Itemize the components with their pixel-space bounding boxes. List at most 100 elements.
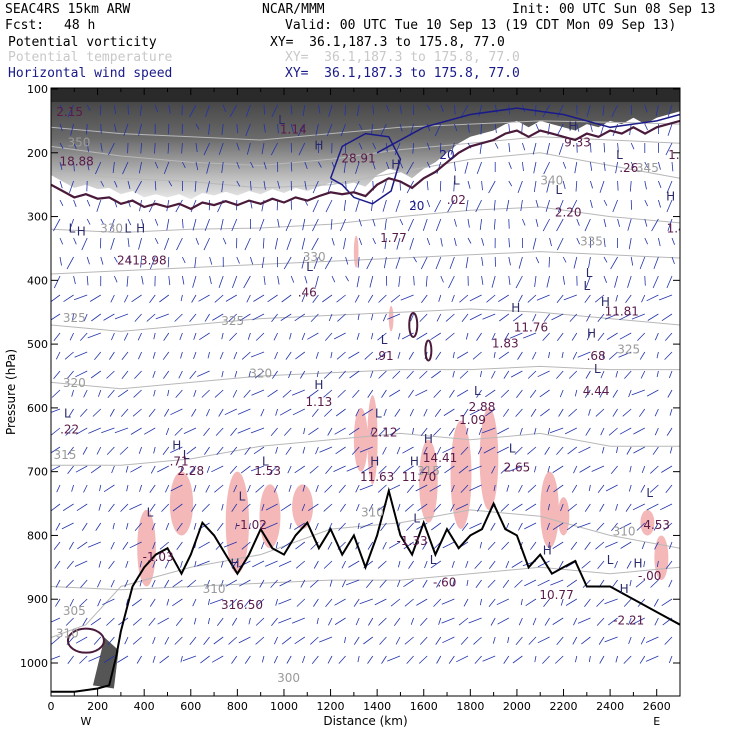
wind-vector [604, 598, 618, 605]
wind-vector [436, 579, 442, 588]
extremum-marker: L [509, 442, 516, 456]
wind-vector [295, 560, 306, 569]
wind-vector [540, 408, 550, 417]
wind-vector [518, 294, 523, 303]
wind-vector [324, 484, 333, 493]
wind-vector [197, 370, 210, 377]
wind-vector [229, 332, 238, 341]
extremum-marker: H [568, 119, 577, 133]
wind-vector [51, 427, 61, 436]
wind-vector [53, 275, 61, 289]
wind-vector [299, 370, 306, 379]
wind-vector [486, 294, 496, 303]
wind-vector [203, 237, 210, 251]
wind-vector [246, 142, 251, 155]
wind-vector [546, 484, 550, 493]
wind-vector [232, 275, 238, 289]
wind-vector [611, 579, 618, 588]
wind-vector [337, 389, 346, 398]
wind-vector [619, 522, 632, 530]
theta-contour-335 [51, 206, 680, 234]
wind-vector [260, 408, 265, 417]
wind-vector [604, 636, 618, 643]
wind-vector [626, 446, 632, 455]
wind-vector [636, 522, 646, 531]
wind-vector [311, 408, 319, 417]
wind-vector [434, 123, 442, 137]
wind-vector [478, 104, 482, 117]
wind-vector [570, 199, 578, 213]
wind-vector [275, 541, 278, 549]
wind-vector [247, 332, 251, 340]
wind-vector [193, 522, 197, 530]
wind-vector [542, 655, 550, 664]
wind-vector [88, 655, 101, 662]
wind-vector [328, 522, 333, 531]
wind-vector [290, 161, 293, 172]
wind-vector [230, 446, 238, 455]
wind-vector [170, 408, 183, 416]
wind-vector [193, 484, 197, 492]
wind-vector [110, 541, 115, 550]
wind-vector [426, 199, 431, 208]
wind-vector [248, 617, 251, 625]
wind-vector [626, 560, 632, 569]
wind-vector [315, 275, 319, 288]
wind-vector [638, 408, 646, 417]
wind-vector [362, 408, 374, 416]
extremum-marker: H [314, 139, 323, 153]
wind-vector [650, 579, 659, 588]
wind-vector [612, 199, 618, 213]
wind-vector [631, 389, 645, 396]
wind-vector [426, 104, 431, 111]
wind-vector [309, 465, 319, 474]
wind-vector [338, 370, 346, 379]
wind-vector [241, 541, 251, 550]
wind-vector [164, 408, 170, 417]
wind-vector [468, 617, 482, 624]
wind-vector [323, 370, 333, 379]
wind-vector [426, 237, 431, 246]
wind-vector [256, 598, 265, 607]
x-tick-label: 200 [87, 700, 108, 713]
wind-vector [253, 294, 265, 302]
wind-vector [508, 256, 511, 266]
wind-vector [556, 370, 564, 379]
wind-vector [576, 218, 580, 226]
wind-vector [129, 541, 142, 549]
wind-vector [223, 541, 237, 548]
wind-vector [473, 636, 482, 645]
wind-vector [382, 199, 387, 212]
wind-vector [98, 503, 102, 511]
wind-vector [530, 408, 537, 417]
wind-vector [179, 332, 183, 341]
wind-vector [295, 351, 306, 360]
wind-vector [79, 655, 88, 664]
wind-vector [596, 617, 605, 626]
wind-vector [163, 161, 170, 175]
wind-vector [216, 522, 224, 531]
wind-vector [195, 161, 199, 171]
wind-vector [623, 598, 632, 607]
wind-vector [532, 237, 537, 250]
wind-vector [367, 294, 374, 303]
wind-vector [542, 332, 550, 341]
wind-vector [574, 389, 578, 397]
wind-vector [534, 465, 537, 473]
wind-vector [460, 484, 469, 493]
wind-vector [53, 332, 61, 341]
wind-vector [288, 370, 292, 379]
wind-vector [430, 560, 442, 569]
extremum-value: -.00 [638, 569, 661, 583]
valid-time: Valid: 00 UTC Tue 10 Sep 13 (19 CDT Mon … [285, 18, 677, 33]
wind-vector [367, 389, 374, 398]
wind-vector [151, 579, 156, 588]
wind-vector [572, 351, 578, 360]
wind-vector [529, 389, 537, 398]
wind-vector [170, 484, 183, 492]
wind-vector [343, 237, 346, 250]
wind-vector [393, 617, 401, 626]
wind-vector [152, 370, 156, 378]
wind-vector [355, 617, 360, 626]
wind-vector [448, 522, 455, 531]
